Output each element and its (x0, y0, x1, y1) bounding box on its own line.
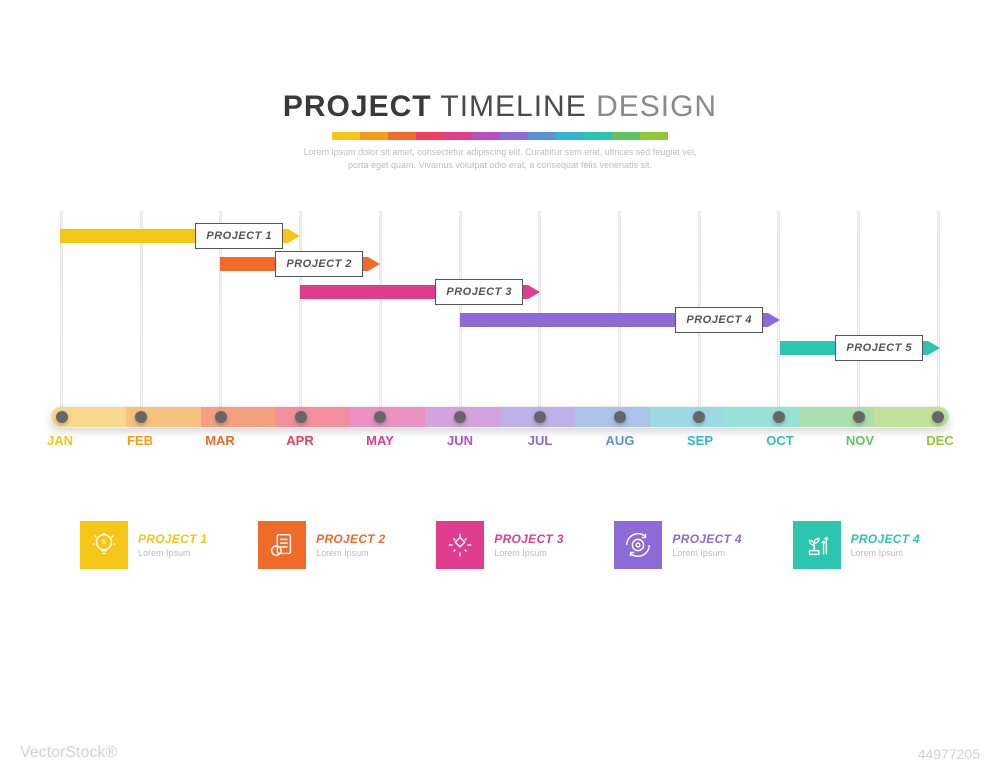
month-label: NOV (840, 433, 880, 448)
gantt-bar: PROJECT 4 (460, 313, 768, 327)
month-label: AUG (600, 433, 640, 448)
legend: $ PROJECT 1 Lorem Ipsum PROJECT 2 Lorem Ipsu… (80, 521, 920, 569)
month-label: JAN (40, 433, 80, 448)
legend-subtitle: Lorem Ipsum (494, 548, 563, 558)
legend-item: PROJECT 2 Lorem Ipsum (258, 521, 385, 569)
main-title: PROJECT TIMELINE DESIGN (0, 90, 1000, 124)
axis-segment (650, 407, 725, 427)
plant-growth-icon: $ (793, 521, 841, 569)
arrow-right-icon (368, 257, 380, 271)
month-label: DEC (920, 433, 960, 448)
swatch (360, 132, 388, 140)
gantt-bar: PROJECT 2 (220, 257, 368, 271)
arrow-right-icon (528, 285, 540, 299)
title-mid: TIMELINE (440, 90, 586, 123)
subtitle-line: Lorem ipsum dolor sit amet, consectetur … (220, 146, 780, 159)
arrow-right-icon (928, 341, 940, 355)
swatch (500, 132, 528, 140)
swatch (472, 132, 500, 140)
axis-segment (275, 407, 350, 427)
hands-icon (436, 521, 484, 569)
axis-segment (201, 407, 276, 427)
subtitle-line: porta eget quam. Vivamus volutpat odio e… (220, 159, 780, 172)
month-label: MAR (200, 433, 240, 448)
months-row: JANFEBMARAPRMAYJUNJULAUGSEPOCTNOVDEC (60, 433, 940, 448)
lightbulb-icon: $ (80, 521, 128, 569)
month-label: MAY (360, 433, 400, 448)
legend-item: PROJECT 3 Lorem Ipsum (436, 521, 563, 569)
legend-title: PROJECT 4 (672, 532, 741, 546)
swatch (556, 132, 584, 140)
gantt-bar-label: PROJECT 5 (835, 335, 923, 361)
gantt-bar-label: PROJECT 4 (675, 307, 763, 333)
axis-track (50, 406, 950, 428)
svg-text:$: $ (102, 539, 106, 546)
legend-item: PROJECT 4 Lorem Ipsum (614, 521, 741, 569)
legend-text: PROJECT 4 Lorem Ipsum (851, 532, 920, 558)
month-label: SEP (680, 433, 720, 448)
legend-text: PROJECT 4 Lorem Ipsum (672, 532, 741, 558)
legend-item: $ PROJECT 4 Lorem Ipsum (793, 521, 920, 569)
legend-subtitle: Lorem Ipsum (672, 548, 741, 558)
swatch (444, 132, 472, 140)
legend-item: $ PROJECT 1 Lorem Ipsum (80, 521, 207, 569)
swatch (612, 132, 640, 140)
title-light: DESIGN (596, 90, 717, 123)
header: PROJECT TIMELINE DESIGN Lorem ipsum dolo… (0, 90, 1000, 171)
title-swatch-row (0, 132, 1000, 140)
gantt-bar-label: PROJECT 2 (275, 251, 363, 277)
legend-title: PROJECT 4 (851, 532, 920, 546)
month-label: JUL (520, 433, 560, 448)
clipboard-gear-icon (258, 521, 306, 569)
watermark: VectorStock® (20, 744, 117, 762)
legend-title: PROJECT 1 (138, 532, 207, 546)
gear-cycle-icon (614, 521, 662, 569)
title-bold: PROJECT (283, 90, 432, 123)
gantt-bars: PROJECT 1PROJECT 2PROJECT 3PROJECT 4PROJ… (60, 211, 940, 411)
legend-text: PROJECT 2 Lorem Ipsum (316, 532, 385, 558)
arrow-right-icon (768, 313, 780, 327)
month-label: OCT (760, 433, 800, 448)
gantt-bar: PROJECT 3 (300, 285, 528, 299)
month-label: FEB (120, 433, 160, 448)
axis-segment (350, 407, 425, 427)
swatch (584, 132, 612, 140)
legend-subtitle: Lorem Ipsum (138, 548, 207, 558)
subtitle: Lorem ipsum dolor sit amet, consectetur … (220, 146, 780, 171)
month-label: APR (280, 433, 320, 448)
month-label: JUN (440, 433, 480, 448)
page-root: PROJECT TIMELINE DESIGN Lorem ipsum dolo… (0, 0, 1000, 780)
gantt-bar: PROJECT 5 (780, 341, 928, 355)
gantt-bar-label: PROJECT 1 (195, 223, 283, 249)
swatch (332, 132, 360, 140)
axis-segment (724, 407, 799, 427)
legend-text: PROJECT 3 Lorem Ipsum (494, 532, 563, 558)
arrow-right-icon (288, 229, 300, 243)
legend-title: PROJECT 2 (316, 532, 385, 546)
timeline-chart: PROJECT 1PROJECT 2PROJECT 3PROJECT 4PROJ… (60, 211, 940, 481)
legend-subtitle: Lorem Ipsum (316, 548, 385, 558)
axis-segment (575, 407, 650, 427)
legend-text: PROJECT 1 Lorem Ipsum (138, 532, 207, 558)
legend-subtitle: Lorem Ipsum (851, 548, 920, 558)
swatch (640, 132, 668, 140)
svg-text:$: $ (812, 545, 815, 550)
swatch (388, 132, 416, 140)
swatch (416, 132, 444, 140)
swatch (528, 132, 556, 140)
legend-title: PROJECT 3 (494, 532, 563, 546)
image-id: 44977205 (918, 746, 980, 762)
gantt-bar: PROJECT 1 (60, 229, 288, 243)
gantt-bar-label: PROJECT 3 (435, 279, 523, 305)
